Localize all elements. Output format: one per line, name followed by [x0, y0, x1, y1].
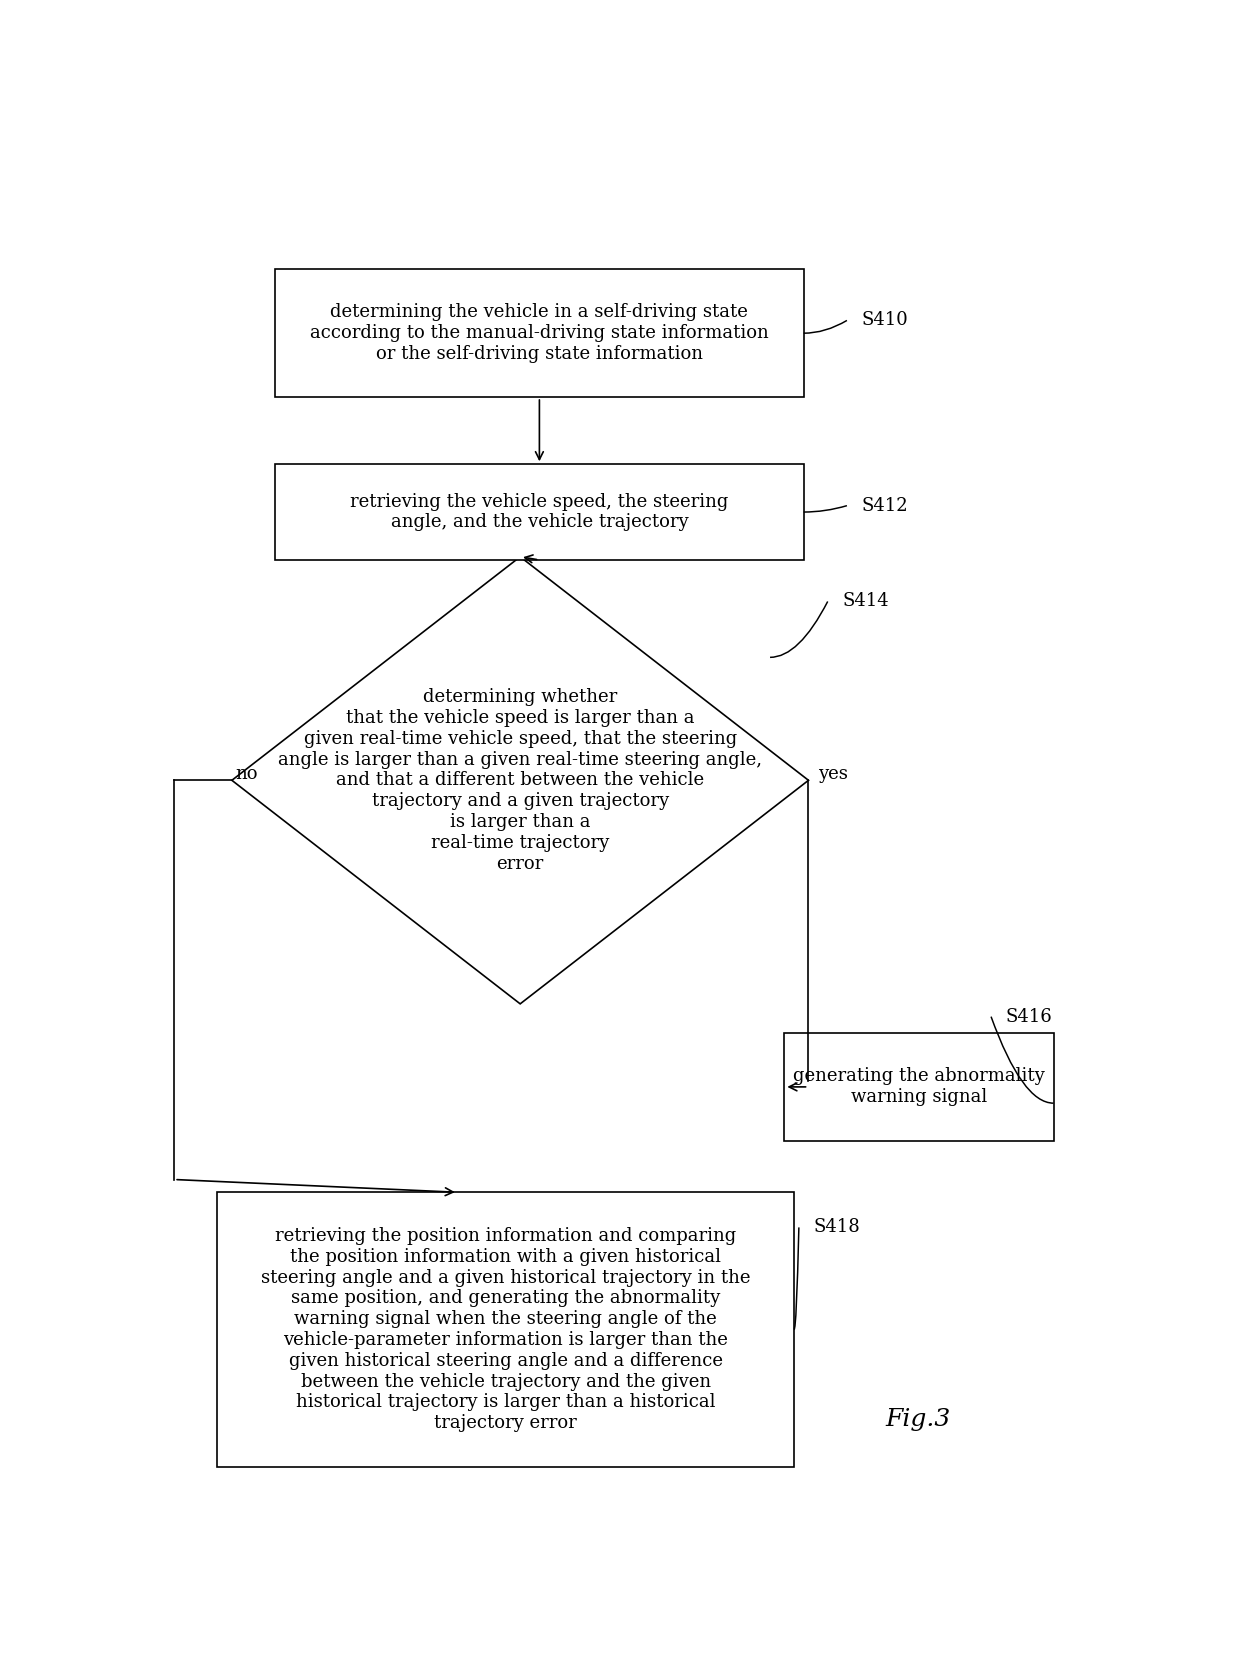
- Text: S412: S412: [862, 496, 908, 514]
- Text: retrieving the vehicle speed, the steering
angle, and the vehicle trajectory: retrieving the vehicle speed, the steeri…: [350, 493, 729, 531]
- Text: determining whether
that the vehicle speed is larger than a
given real-time vehi: determining whether that the vehicle spe…: [278, 688, 763, 873]
- FancyBboxPatch shape: [275, 465, 804, 561]
- Text: S418: S418: [813, 1218, 861, 1236]
- Text: yes: yes: [817, 765, 847, 783]
- Text: determining the vehicle in a self-driving state
according to the manual-driving : determining the vehicle in a self-drivin…: [310, 304, 769, 363]
- Text: retrieving the position information and comparing
the position information with : retrieving the position information and …: [260, 1228, 750, 1432]
- Text: S410: S410: [862, 312, 908, 330]
- Text: Fig.3: Fig.3: [885, 1407, 951, 1430]
- Polygon shape: [232, 557, 808, 1004]
- Text: no: no: [236, 765, 258, 783]
- Text: S414: S414: [842, 592, 889, 611]
- FancyBboxPatch shape: [275, 269, 804, 397]
- FancyBboxPatch shape: [217, 1193, 794, 1467]
- FancyBboxPatch shape: [785, 1032, 1054, 1141]
- Text: generating the abnormality
warning signal: generating the abnormality warning signa…: [794, 1067, 1045, 1107]
- Text: S416: S416: [1006, 1007, 1053, 1025]
